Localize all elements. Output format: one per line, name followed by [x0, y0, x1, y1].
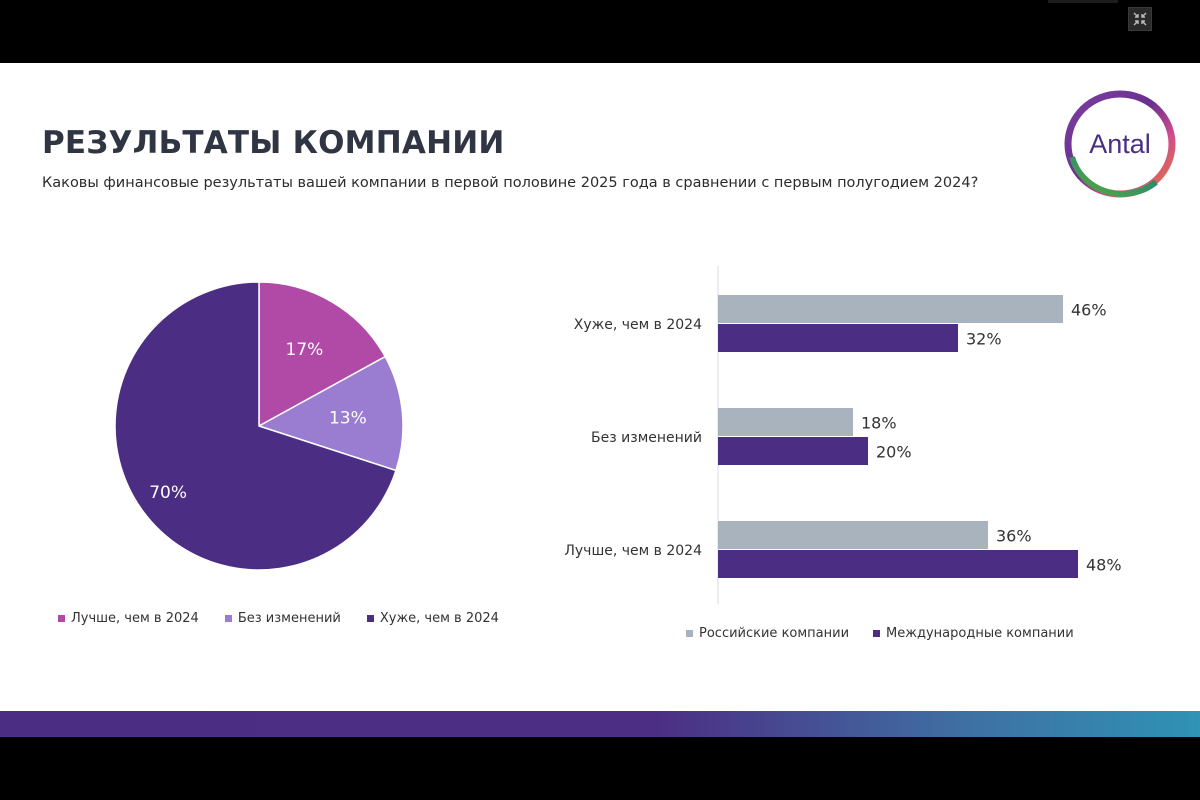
- pie-data-label: 17%: [286, 340, 324, 360]
- pie-data-label: 13%: [329, 409, 367, 429]
- pie-slice-better: [258, 281, 387, 428]
- bar-data-label: 20%: [876, 443, 912, 462]
- bottom-bar: [0, 737, 1200, 800]
- logo-text: Antal: [1089, 129, 1151, 159]
- pie-legend-item: Лучше, чем в 2024: [58, 611, 199, 626]
- legend-label-worse: Хуже, чем в 2024: [379, 611, 499, 626]
- slide: РЕЗУЛЬТАТЫ КОМПАНИИ Каковы финансовые ре…: [0, 63, 1200, 711]
- bar-international: [718, 437, 868, 465]
- legend-swatch-no-change: [224, 615, 232, 622]
- legend-swatch-international: [873, 630, 881, 637]
- category-tick-label: Без изменений: [591, 430, 702, 446]
- bar-data-label: 46%: [1071, 301, 1107, 320]
- bar-data-label: 32%: [966, 330, 1002, 349]
- slide-title: РЕЗУЛЬТАТЫ КОМПАНИИ: [42, 125, 505, 161]
- bar-legend-item: Международные компании: [873, 626, 1074, 641]
- bar-legend-item: Российские компании: [686, 626, 849, 641]
- bottom-color-band: [0, 711, 1200, 737]
- pie-slice-worse: [114, 281, 397, 571]
- legend-label-better: Лучше, чем в 2024: [71, 611, 199, 626]
- bar-data-label: 18%: [861, 414, 897, 433]
- category-tick-label: Хуже, чем в 2024: [574, 317, 702, 333]
- pie-legend: Лучше, чем в 2024 Без изменений Хуже, че…: [58, 611, 499, 626]
- bar-data-label: 36%: [996, 527, 1032, 546]
- bar-international: [718, 324, 958, 352]
- slide-subtitle: Каковы финансовые результаты вашей компа…: [42, 175, 979, 191]
- legend-swatch-better: [58, 615, 65, 622]
- bar-russian: [718, 295, 1063, 323]
- antal-logo: Antal: [1064, 90, 1176, 198]
- legend-label-russian: Российские компании: [699, 626, 850, 641]
- legend-label-international: Международные компании: [886, 626, 1074, 641]
- exit-fullscreen-button[interactable]: [1128, 7, 1152, 31]
- pie-data-label: 70%: [149, 483, 187, 503]
- bar-russian: [718, 521, 988, 549]
- category-tick-label: Лучше, чем в 2024: [564, 543, 702, 559]
- bar-russian: [718, 408, 853, 436]
- pie-legend-item: Хуже, чем в 2024: [366, 611, 499, 626]
- bar-international: [718, 550, 1078, 578]
- bar-data-label: 48%: [1086, 556, 1122, 575]
- top-bar: [0, 0, 1200, 63]
- bar-legend: Российские компании Международные компан…: [686, 626, 1074, 641]
- pie-chart: 17% 13% 70%: [114, 281, 404, 571]
- bar-chart: Хуже, чем в 2024 46% 32% Без изменений 18% 20…: [564, 266, 1122, 604]
- pie-slice-no-change: [257, 355, 404, 472]
- legend-swatch-russian: [686, 630, 693, 637]
- legend-label-no-change: Без изменений: [237, 611, 341, 626]
- collapse-icon: [1133, 12, 1147, 26]
- pie-legend-item: Без изменений: [224, 611, 341, 626]
- legend-swatch-worse: [366, 615, 374, 622]
- top-strip: [1048, 0, 1118, 3]
